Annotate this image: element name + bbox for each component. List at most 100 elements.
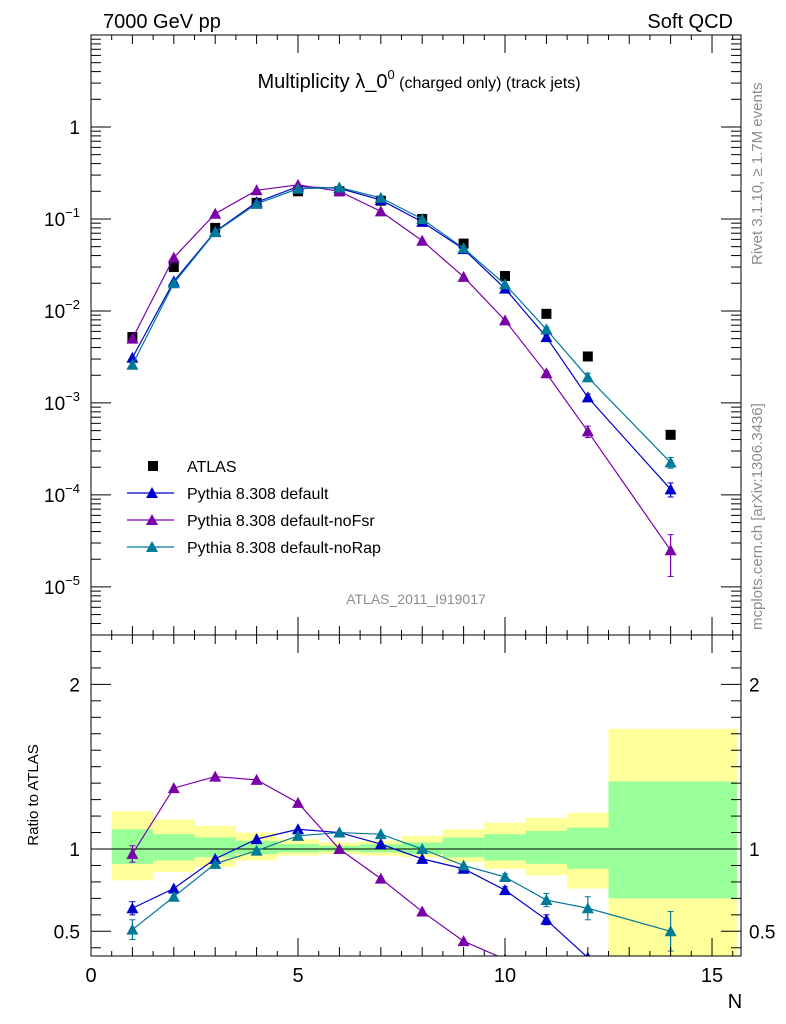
ratio-point: [333, 826, 346, 838]
legend-marker: [146, 487, 158, 498]
ratio-point: [540, 894, 553, 906]
ratio-point: [416, 905, 429, 917]
ratio-point: [581, 902, 594, 914]
ratio-point: [374, 872, 387, 884]
ratio-y-tick-label-right: 0.5: [749, 922, 775, 943]
ratio-point: [416, 843, 429, 854]
x-axis-label: N: [728, 991, 742, 1013]
ratio-point: [250, 833, 263, 845]
legend-label: Pythia 8.308 default-noRap: [187, 540, 381, 557]
ratio-point: [209, 770, 222, 782]
inner-uncertainty-band: [567, 827, 609, 869]
ratio-line: [131, 775, 499, 956]
data-point: [209, 207, 222, 219]
ratio-point: [664, 925, 677, 937]
y-tick-label: 10−4: [44, 481, 80, 507]
mcplots-label: mcplots.cern.ch [arXiv:1306.3436]: [749, 403, 766, 630]
y-tick-label-exponent: −4: [65, 481, 80, 496]
legend-label: Pythia 8.308 default-noFsr: [187, 513, 375, 530]
x-tick-label: 10: [494, 965, 516, 987]
data-point: [374, 191, 387, 203]
inner-uncertainty-band: [442, 837, 485, 858]
plot-title: Multiplicity λ_00 (charged only) (track …: [257, 67, 580, 93]
y-tick-label-base: 10: [44, 210, 65, 231]
data-point: [540, 331, 553, 343]
data-point: [168, 262, 179, 273]
ratio-y-axis-label: Ratio to ATLAS: [25, 744, 42, 845]
data-point: [500, 270, 511, 281]
data-point: [499, 278, 512, 290]
ratio-point: [126, 923, 139, 935]
ratio-point: [374, 828, 387, 840]
y-tick-label: 10−2: [44, 297, 80, 323]
ratio-point: [292, 823, 305, 835]
ratio-point: [665, 965, 677, 976]
data-point: [541, 308, 552, 319]
y-tick-label: 10−3: [44, 389, 80, 415]
series-2: [126, 178, 677, 577]
data-point: [665, 429, 676, 440]
ratio-plot-frame: [90, 634, 742, 957]
data-point: [167, 277, 180, 289]
y-tick-label-exponent: −5: [65, 573, 80, 588]
upper-series: [126, 178, 677, 577]
plot-title-main: Multiplicity λ_0: [257, 71, 387, 93]
data-point: [250, 184, 263, 196]
y-tick-label-exponent: −1: [65, 205, 80, 220]
ratio-point: [209, 857, 222, 869]
inner-uncertainty-band: [608, 781, 737, 899]
header-right-label: Soft QCD: [647, 11, 733, 33]
series-3: [126, 181, 677, 469]
ratio-point: [665, 998, 677, 1009]
data-point: [457, 242, 470, 254]
ratio-series: [126, 770, 677, 1009]
ratio-point: [540, 970, 552, 981]
ratio-point: [167, 890, 180, 902]
y-tick-label-exponent: −3: [65, 389, 80, 404]
inner-uncertainty-band: [484, 834, 526, 861]
plot-title-superscript: 0: [387, 67, 394, 82]
plot-title-suffix: (charged only) (track jets): [395, 75, 581, 92]
ratio-point: [582, 983, 594, 994]
analysis-watermark: ATLAS_2011_I919017: [346, 591, 486, 607]
y-tick-label: 10−1: [44, 205, 80, 231]
ratio-y-tick-label-right: 2: [749, 675, 760, 696]
ratio-y-tick-label: 0.5: [54, 922, 80, 943]
ratio-point: [292, 796, 305, 808]
data-point: [540, 323, 553, 335]
data-point: [664, 456, 677, 468]
y-tick-label-base: 10: [44, 302, 65, 323]
legend-label: ATLAS: [187, 459, 237, 476]
y-tick-label-base: 10: [44, 394, 65, 415]
data-point: [540, 367, 553, 379]
ratio-series-2: [126, 826, 677, 952]
data-point: [664, 544, 677, 556]
legend: ATLAS Pythia 8.308 default Pythia 8.308 de…: [127, 459, 381, 557]
data-point: [581, 371, 594, 383]
y-tick-label-base: 10: [44, 578, 65, 599]
upper-ticks: 10−510−410−310−210−11: [44, 34, 741, 636]
ratio-point: [167, 782, 180, 794]
legend-entry: Pythia 8.308 default-noFsr: [127, 513, 375, 530]
data-point: [250, 197, 263, 209]
y-tick-label: 1: [69, 118, 80, 139]
ratio-point: [126, 902, 139, 914]
data-point: [126, 358, 139, 370]
data-point: [416, 234, 429, 246]
ratio-point: [499, 884, 512, 896]
legend-entry: Pythia 8.308 default-noRap: [127, 540, 381, 557]
data-point: [664, 483, 677, 495]
ratio-ticks: 0 5 10 15 0.5 0.5 1 1 2 2: [54, 635, 775, 987]
ratio-point: [499, 870, 512, 882]
legend-entry: ATLAS: [148, 459, 237, 476]
header-left-label: 7000 GeV pp: [103, 11, 221, 33]
data-point: [374, 205, 387, 217]
ratio-point: [457, 935, 470, 947]
data-point: [333, 181, 346, 193]
y-tick-label-exponent: −2: [65, 297, 80, 312]
ratio-point: [167, 882, 180, 894]
inner-uncertainty-band: [153, 834, 195, 861]
ratio-point: [457, 859, 470, 871]
ratio-point: [540, 913, 553, 925]
